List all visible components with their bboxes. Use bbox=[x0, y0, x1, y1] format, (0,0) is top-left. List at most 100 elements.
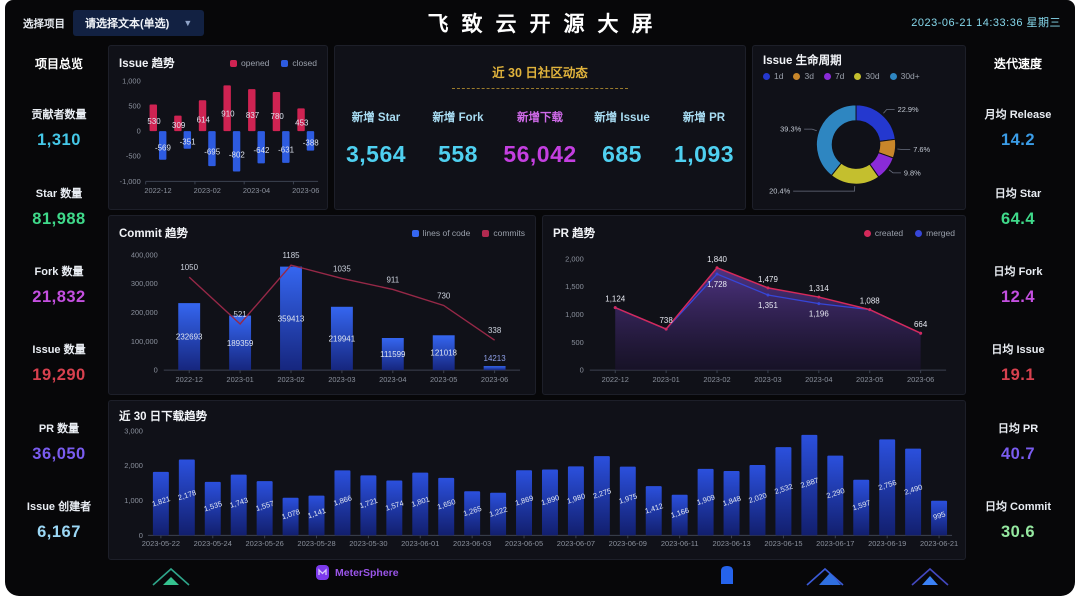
loc-legend-dot bbox=[411, 229, 419, 237]
svg-text:730: 730 bbox=[437, 291, 451, 300]
svg-text:-802: -802 bbox=[229, 150, 245, 159]
svg-text:338: 338 bbox=[488, 326, 502, 335]
svg-text:2023-04: 2023-04 bbox=[243, 186, 270, 195]
opened-legend-dot bbox=[230, 59, 238, 67]
closed-legend-dot bbox=[281, 59, 289, 67]
svg-text:1,000: 1,000 bbox=[124, 496, 143, 505]
svg-text:2023-02: 2023-02 bbox=[194, 186, 221, 195]
svg-text:2023-06-21: 2023-06-21 bbox=[920, 539, 958, 548]
svg-text:1,351: 1,351 bbox=[758, 301, 778, 310]
stat-issues: Issue 数量 19,290 bbox=[32, 344, 86, 385]
footer-logo-5 bbox=[908, 564, 952, 588]
svg-text:911: 911 bbox=[386, 275, 399, 284]
svg-text:1,196: 1,196 bbox=[809, 310, 829, 319]
svg-text:521: 521 bbox=[233, 310, 247, 319]
svg-text:2023-06-03: 2023-06-03 bbox=[453, 539, 491, 548]
svg-text:9.8%: 9.8% bbox=[904, 168, 921, 177]
svg-text:0: 0 bbox=[580, 366, 584, 375]
issue-trend-panel: Issue 趋势 opened closed 1,000 500 0 -500 -1,0… bbox=[108, 45, 328, 210]
svg-text:2023-05: 2023-05 bbox=[430, 375, 457, 384]
svg-text:2023-06-07: 2023-06-07 bbox=[557, 539, 595, 548]
svg-text:1,124: 1,124 bbox=[605, 295, 625, 304]
issue-trend-chart[interactable]: 1,000 500 0 -500 -1,000 530 -569 2022-12 309 -351… bbox=[110, 73, 326, 208]
chevron-down-icon: ▼ bbox=[183, 18, 193, 28]
svg-text:2023-06: 2023-06 bbox=[292, 186, 319, 195]
svg-text:664: 664 bbox=[914, 320, 928, 329]
svg-text:-695: -695 bbox=[204, 147, 220, 156]
svg-text:309: 309 bbox=[172, 121, 186, 130]
svg-text:1185: 1185 bbox=[282, 251, 300, 260]
svg-text:453: 453 bbox=[295, 118, 309, 127]
stat-stars: Star 数量 81,988 bbox=[32, 187, 86, 228]
svg-text:2023-04: 2023-04 bbox=[805, 375, 832, 384]
dashboard: 选择项目 请选择文本(单选) ▼ 飞致云开源大屏 2023-06-21 14:3… bbox=[5, 0, 1075, 596]
project-select-label: 选择项目 bbox=[23, 17, 65, 30]
svg-text:2,000: 2,000 bbox=[124, 461, 143, 470]
merged-legend-dot bbox=[915, 229, 923, 237]
project-select[interactable]: 请选择文本(单选) ▼ bbox=[73, 10, 205, 36]
stat-new-downloads: 新增下载 56,042 bbox=[503, 112, 577, 167]
blue-mountain-icon bbox=[806, 567, 844, 586]
svg-text:2023-02: 2023-02 bbox=[703, 375, 730, 384]
iteration-speed-sidebar: 迭代速度 月均 Release 14.2 日均 Star 64.4 日均 For… bbox=[968, 45, 1068, 558]
svg-text:-631: -631 bbox=[278, 146, 294, 155]
svg-text:200,000: 200,000 bbox=[131, 308, 158, 317]
svg-text:1,500: 1,500 bbox=[565, 282, 584, 291]
panel-title: PR 趋势 bbox=[553, 228, 596, 240]
svg-text:2023-06-17: 2023-06-17 bbox=[816, 539, 854, 548]
svg-text:0: 0 bbox=[154, 366, 158, 375]
svg-text:189359: 189359 bbox=[227, 339, 254, 348]
issue-lifecycle-panel: Issue 生命周期 1d 3d 7d 30d 30d+ 22.9% 7.6% 9.… bbox=[752, 45, 966, 210]
created-legend-dot bbox=[863, 229, 871, 237]
commit-trend-chart[interactable]: 0 100,000 200,000 300,000 400,000 232693 2022-… bbox=[110, 243, 534, 393]
stat-contributors: 贡献者数量 1,310 bbox=[31, 109, 87, 150]
svg-text:1,314: 1,314 bbox=[809, 284, 829, 293]
svg-text:-388: -388 bbox=[303, 138, 319, 147]
svg-text:2023-03: 2023-03 bbox=[754, 375, 781, 384]
project-select-value: 请选择文本(单选) bbox=[85, 18, 170, 30]
svg-text:500: 500 bbox=[571, 338, 583, 347]
panel-title: Commit 趋势 bbox=[119, 228, 188, 240]
svg-text:1,088: 1,088 bbox=[860, 297, 880, 306]
metersphere-label: MeterSphere bbox=[335, 566, 399, 579]
issue-lifecycle-chart[interactable]: 22.9% 7.6% 9.8% 20.4% 39.3% bbox=[754, 90, 964, 208]
pr-legend: created merged bbox=[863, 228, 955, 238]
svg-text:-569: -569 bbox=[155, 144, 171, 153]
svg-text:2023-06-19: 2023-06-19 bbox=[868, 539, 906, 548]
svg-text:100,000: 100,000 bbox=[131, 337, 158, 346]
svg-text:2023-06-11: 2023-06-11 bbox=[661, 539, 699, 548]
download-trend-chart[interactable]: 0 1,000 2,000 3,000 1,821 2023-05-22 2,178 1,53… bbox=[110, 423, 964, 558]
svg-text:2023-06: 2023-06 bbox=[907, 375, 934, 384]
stat-daily-fork: 日均 Fork 12.4 bbox=[993, 265, 1043, 306]
svg-text:530: 530 bbox=[147, 117, 161, 126]
svg-text:1,840: 1,840 bbox=[707, 255, 727, 264]
svg-text:2023-06-15: 2023-06-15 bbox=[764, 539, 802, 548]
legend-dot-30dplus bbox=[889, 72, 897, 80]
svg-text:232693: 232693 bbox=[176, 333, 203, 342]
pr-trend-chart[interactable]: 0 500 1,000 1,500 2,000 2022-12 1,124 2023-01 73… bbox=[544, 243, 964, 393]
svg-text:2023-06-05: 2023-06-05 bbox=[505, 539, 543, 548]
stat-monthly-release: 月均 Release 14.2 bbox=[984, 109, 1052, 150]
stat-new-stars: 新增 Star 3,564 bbox=[345, 112, 407, 167]
svg-text:2023-05-24: 2023-05-24 bbox=[194, 539, 232, 548]
commits-legend-dot bbox=[482, 229, 490, 237]
legend-dot-3d bbox=[793, 72, 801, 80]
svg-text:121018: 121018 bbox=[430, 349, 457, 358]
svg-text:1050: 1050 bbox=[180, 263, 198, 272]
svg-text:2022-12: 2022-12 bbox=[602, 375, 629, 384]
header: 选择项目 请选择文本(单选) ▼ 飞致云开源大屏 2023-06-21 14:3… bbox=[5, 0, 1075, 42]
svg-text:2023-05-22: 2023-05-22 bbox=[142, 539, 180, 548]
svg-text:2023-04: 2023-04 bbox=[379, 375, 406, 384]
svg-text:1035: 1035 bbox=[333, 264, 351, 273]
legend-dot-1d bbox=[763, 72, 770, 80]
svg-text:2023-05-26: 2023-05-26 bbox=[246, 539, 284, 548]
svg-text:-642: -642 bbox=[254, 146, 270, 155]
svg-text:400,000: 400,000 bbox=[131, 250, 158, 259]
community-stats: 新增 Star 3,564 新增 Fork 558 新增下载 56,042 新增… bbox=[335, 109, 745, 168]
svg-text:359413: 359413 bbox=[278, 314, 305, 323]
svg-text:7.6%: 7.6% bbox=[913, 145, 930, 154]
panel-title: 近 30 日下载趋势 bbox=[119, 411, 208, 423]
svg-text:2023-06-13: 2023-06-13 bbox=[712, 539, 750, 548]
stat-daily-commit: 日均 Commit 30.6 bbox=[985, 500, 1051, 541]
svg-text:39.3%: 39.3% bbox=[780, 125, 801, 134]
